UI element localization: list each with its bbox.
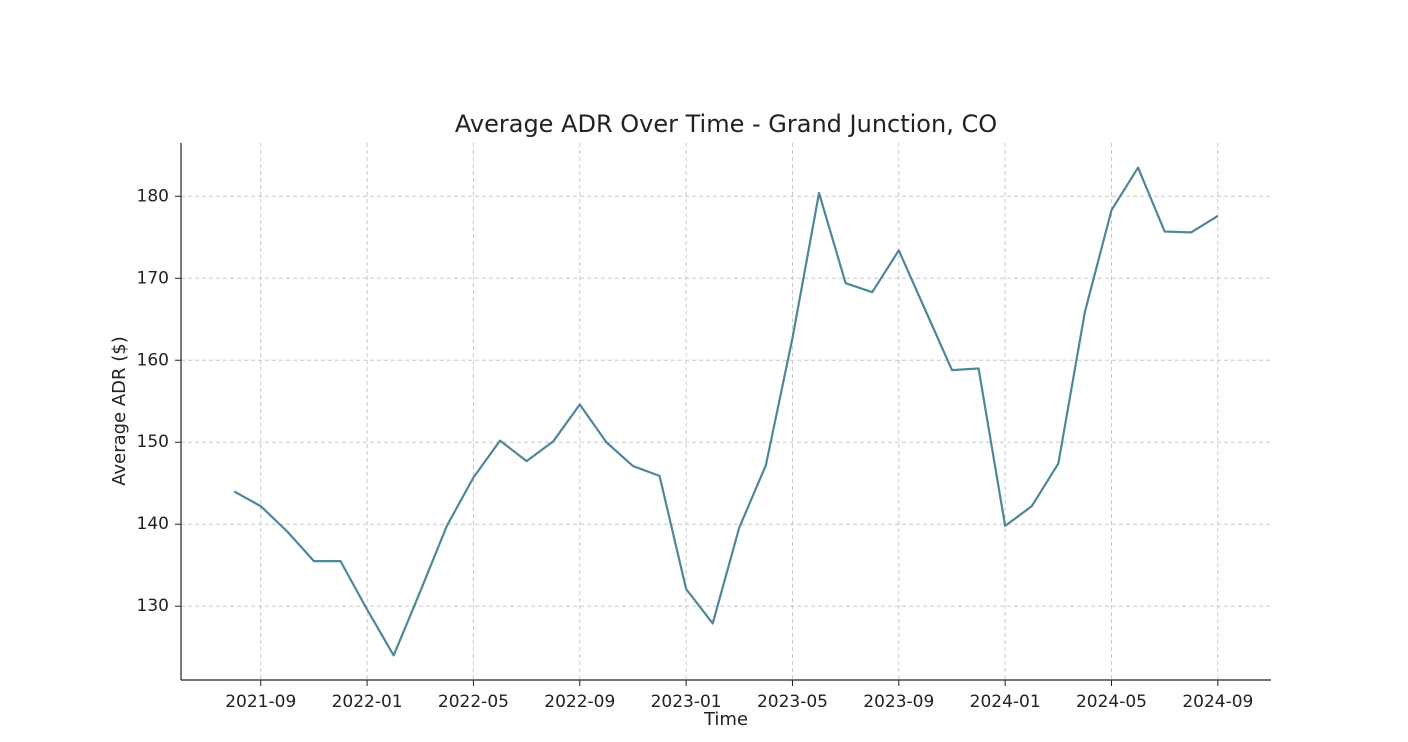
data-line <box>233 166 1219 657</box>
x-tick-label: 2024-01 <box>970 692 1041 712</box>
y-tick-label: 140 <box>137 514 169 534</box>
chart-title: Average ADR Over Time - Grand Junction, … <box>455 110 997 138</box>
y-tick-label: 150 <box>137 432 169 452</box>
y-tick-label: 160 <box>137 350 169 370</box>
y-tick-label: 130 <box>137 596 169 616</box>
x-tick-label: 2022-05 <box>438 692 509 712</box>
x-tick-label: 2024-09 <box>1182 692 1253 712</box>
x-tick-label: 2023-05 <box>757 692 828 712</box>
y-tick-label: 180 <box>137 186 169 206</box>
y-tick-label: 170 <box>137 268 169 288</box>
x-tick-label: 2023-09 <box>863 692 934 712</box>
x-tick-label: 2023-01 <box>651 692 722 712</box>
y-axis-label: Average ADR ($) <box>109 336 130 486</box>
x-tick-label: 2021-09 <box>225 692 296 712</box>
x-tick-label: 2022-09 <box>544 692 615 712</box>
x-tick-label: 2022-01 <box>332 692 403 712</box>
x-tick-label: 2024-05 <box>1076 692 1147 712</box>
x-axis-label: Time <box>703 709 748 730</box>
